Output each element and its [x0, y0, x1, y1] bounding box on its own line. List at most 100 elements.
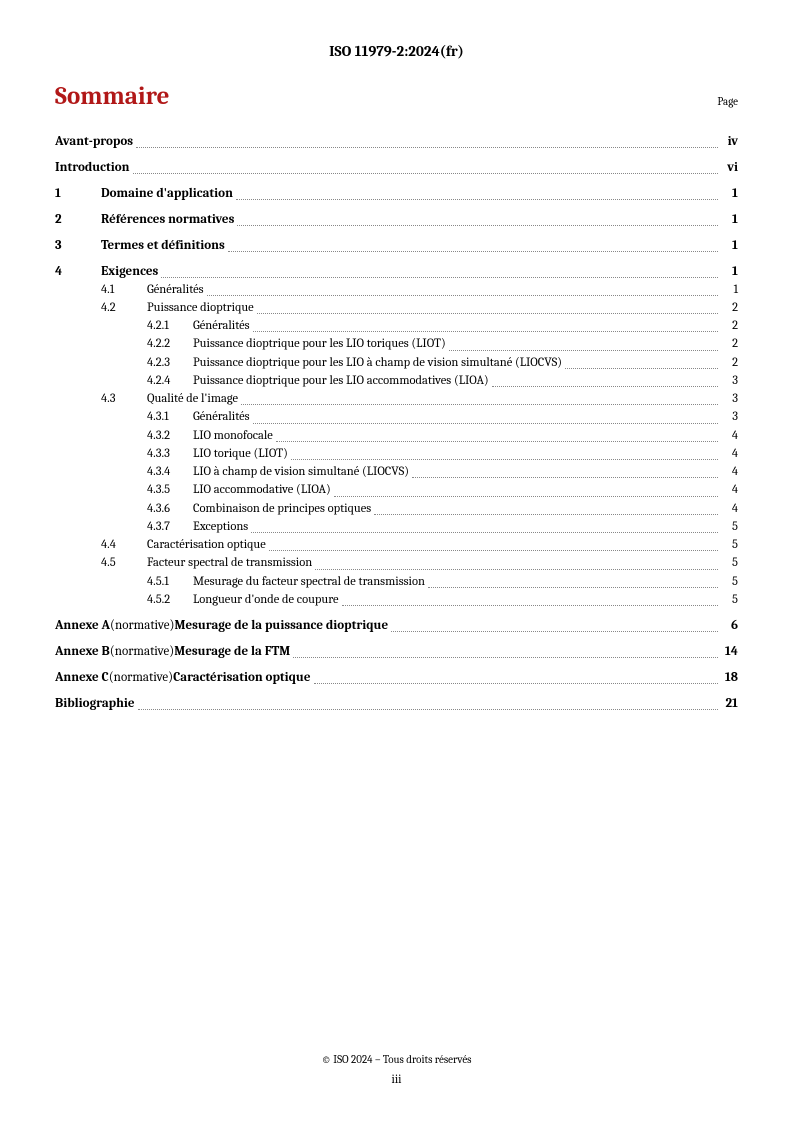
toc-entry-page: 5 — [720, 574, 738, 591]
toc-entry-number: 4.3.2 — [147, 428, 193, 445]
toc-entry[interactable]: 4.2.2Puissance dioptrique pour les LIO t… — [55, 336, 738, 353]
toc-entry-text: Puissance dioptrique pour les LIO toriqu… — [193, 336, 446, 353]
toc-entry[interactable]: 4.1Généralités1 — [55, 282, 738, 299]
toc-entry-page: vi — [720, 159, 738, 177]
toc-entry-text: Mesurage de la puissance dioptrique — [174, 617, 388, 635]
toc-entry-page: 1 — [720, 282, 738, 299]
toc-entry[interactable]: 4.3.1Généralités 3 — [55, 409, 738, 426]
toc-entry-text: Caractérisation optique — [147, 537, 266, 554]
page-column-label: Page — [717, 95, 738, 111]
toc-entry[interactable]: 1Domaine d'application1 — [55, 185, 738, 203]
dot-leader — [293, 657, 718, 658]
dot-leader — [449, 350, 718, 351]
toc-entry[interactable]: 4.3.4LIO à champ de vision simultané (LI… — [55, 464, 738, 481]
toc-entry[interactable]: 4.5Facteur spectral de transmission5 — [55, 555, 738, 572]
toc-entry-text: Bibliographie — [55, 695, 135, 713]
toc-entry-page: 3 — [720, 409, 738, 426]
toc-entry-page: 4 — [720, 482, 738, 499]
toc-entry[interactable]: 4.2.1Généralités2 — [55, 318, 738, 335]
toc-entry[interactable]: 4.3.7Exceptions5 — [55, 519, 738, 536]
toc-entry[interactable]: Avant-proposiv — [55, 133, 738, 151]
toc-entry[interactable]: Bibliographie21 — [55, 695, 738, 713]
toc-entry-text: Exceptions — [193, 519, 248, 536]
dot-leader — [565, 368, 718, 369]
toc-entry-number: 4 — [55, 263, 101, 281]
toc-entry[interactable]: 3Termes et définitions1 — [55, 237, 738, 255]
toc-entry-page: 4 — [720, 446, 738, 463]
toc-entry[interactable]: 2Références normatives1 — [55, 211, 738, 229]
dot-leader — [391, 631, 718, 632]
toc-entry-page: 5 — [720, 555, 738, 572]
page: ISO 11979-2:2024(fr) Sommaire Page Avant… — [0, 0, 793, 1122]
toc-entry[interactable]: 4.2.4Puissance dioptrique pour les LIO a… — [55, 373, 738, 390]
toc-entry-page: 3 — [720, 373, 738, 390]
dot-leader — [236, 199, 718, 200]
toc-entry-number: 4.2.3 — [147, 355, 193, 372]
toc-entry-text: Qualité de l'image — [147, 391, 238, 408]
toc-entry-number: 4.2 — [101, 300, 147, 317]
toc-entry[interactable]: Annexe B (normative) Mesurage de la FTM1… — [55, 643, 738, 661]
toc-entry[interactable]: 4.2Puissance dioptrique 2 — [55, 300, 738, 317]
toc-entry-text: Puissance dioptrique — [147, 300, 254, 317]
toc-entry-page: 4 — [720, 501, 738, 518]
toc-entry-text: Généralités — [147, 282, 204, 299]
dot-leader — [334, 496, 718, 497]
toc-entry-number: 4.2.1 — [147, 318, 193, 335]
toc-entry[interactable]: 4.4Caractérisation optique 5 — [55, 537, 738, 554]
toc-entry[interactable]: 4.5.1Mesurage du facteur spectral de tra… — [55, 574, 738, 591]
toc-entry[interactable]: Introductionvi — [55, 159, 738, 177]
page-number: iii — [0, 1072, 793, 1086]
toc-title: Sommaire — [55, 82, 169, 111]
toc-entry[interactable]: 4.3.5LIO accommodative (LIOA)4 — [55, 482, 738, 499]
toc-entry[interactable]: 4.5.2Longueur d'onde de coupure5 — [55, 592, 738, 609]
toc-entry-page: 2 — [720, 300, 738, 317]
toc-entry-page: 2 — [720, 355, 738, 372]
toc-entry-text: Mesurage de la FTM — [174, 643, 290, 661]
toc-entry-text: Généralités — [193, 409, 250, 426]
toc-entry-number: 4.3.3 — [147, 446, 193, 463]
dot-leader — [269, 550, 718, 551]
toc-entry-page: 1 — [720, 211, 738, 229]
toc-entry[interactable]: 4.2.3Puissance dioptrique pour les LIO à… — [55, 355, 738, 372]
toc-entry-page: 5 — [720, 537, 738, 554]
dot-leader — [412, 477, 718, 478]
toc-entry-page: 18 — [720, 669, 738, 687]
annex-normative: (normative) — [110, 643, 174, 661]
annex-label: Annexe A — [55, 617, 110, 635]
toc-entry[interactable]: Annexe C (normative) Caractérisation opt… — [55, 669, 738, 687]
dot-leader — [374, 514, 718, 515]
toc-entry-page: 6 — [720, 617, 738, 635]
toc-entry-page: 14 — [720, 643, 738, 661]
dot-leader — [161, 277, 718, 278]
toc-entry-text: Domaine d'application — [101, 185, 233, 203]
toc-entry[interactable]: 4.3.6Combinaison de principes optiques4 — [55, 501, 738, 518]
toc-entry-number: 3 — [55, 237, 101, 255]
toc-entry-text: LIO monofocale — [193, 428, 273, 445]
toc-entry-number: 4.4 — [101, 537, 147, 554]
toc-entry-page: iv — [720, 133, 738, 151]
toc-entry-number: 4.3.4 — [147, 464, 193, 481]
toc-entry-page: 5 — [720, 519, 738, 536]
dot-leader — [138, 709, 718, 710]
toc-entry-text: Facteur spectral de transmission — [147, 555, 312, 572]
toc-entry[interactable]: 4Exigences1 — [55, 263, 738, 281]
dot-leader — [237, 225, 718, 226]
toc-entry[interactable]: 4.3.3LIO torique (LIOT)4 — [55, 446, 738, 463]
toc-entry-number: 4.5.1 — [147, 574, 193, 591]
toc-entry[interactable]: 4.3Qualité de l'image3 — [55, 391, 738, 408]
toc-entry-page: 1 — [720, 185, 738, 203]
toc-entry-page: 2 — [720, 336, 738, 353]
annex-normative: (normative) — [109, 669, 173, 687]
dot-leader — [228, 251, 718, 252]
dot-leader — [136, 147, 718, 148]
dot-leader — [253, 331, 718, 332]
dot-leader — [253, 423, 718, 424]
toc-entry-text: Mesurage du facteur spectral de transmis… — [193, 574, 425, 591]
toc-entry-number: 4.3.1 — [147, 409, 193, 426]
toc-entry[interactable]: Annexe A (normative) Mesurage de la puis… — [55, 617, 738, 635]
toc-entry[interactable]: 4.3.2LIO monofocale4 — [55, 428, 738, 445]
toc-entry-page: 3 — [720, 391, 738, 408]
toc-entry-number: 2 — [55, 211, 101, 229]
dot-leader — [207, 295, 718, 296]
toc-entry-text: LIO à champ de vision simultané (LIOCVS) — [193, 464, 409, 481]
